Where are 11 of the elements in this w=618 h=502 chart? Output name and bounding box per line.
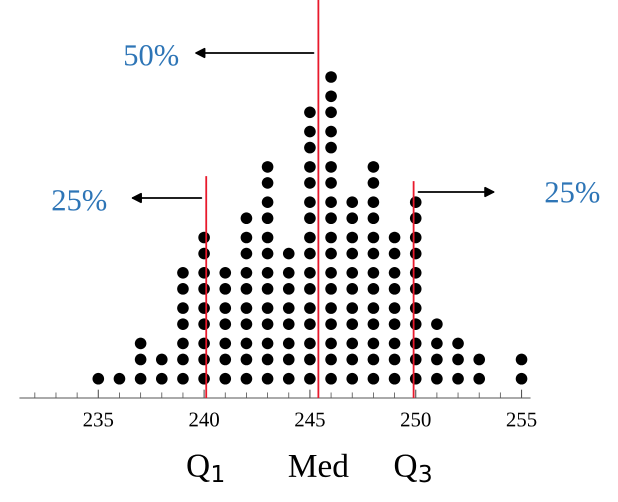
x-tick-label: 235: [84, 412, 114, 427]
ref-line-label: Med: [288, 454, 349, 478]
x-tick-label: 255: [506, 412, 536, 427]
x-tick-label: 240: [189, 412, 219, 427]
annotation: 25%: [52, 190, 106, 211]
x-tick-label: 250: [401, 412, 431, 427]
ref-line-label: Q$_{3}$: [394, 454, 431, 482]
text: 25%: [546, 182, 600, 203]
x-tick-label: 245: [295, 412, 325, 427]
text: 50%: [124, 45, 178, 66]
ref-line-label: Q$_{1}$: [187, 454, 224, 482]
